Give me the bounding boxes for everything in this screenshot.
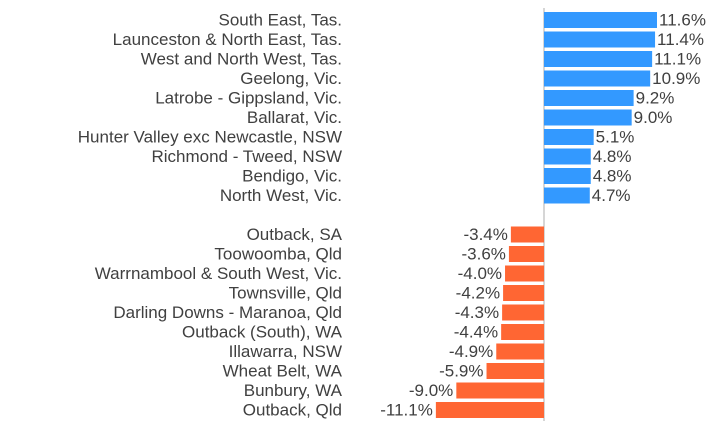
category-label: Illawarra, NSW — [229, 342, 342, 361]
category-label: Wheat Belt, WA — [223, 361, 343, 380]
bar — [502, 304, 544, 321]
category-label: South East, Tas. — [219, 10, 342, 29]
value-label: 11.1% — [654, 49, 701, 68]
bar — [544, 12, 657, 28]
category-label: Geelong, Vic. — [240, 69, 342, 88]
category-label: Ballarat, Vic. — [247, 108, 342, 127]
bar — [544, 109, 632, 126]
value-label: 4.8% — [593, 147, 632, 166]
value-label: 4.8% — [593, 166, 632, 185]
bar — [496, 343, 544, 360]
category-label: Outback, Qld — [243, 400, 342, 419]
value-label: -4.4% — [454, 322, 498, 341]
bar — [544, 187, 590, 204]
value-label: -4.3% — [455, 303, 499, 322]
category-label: Warrnambool & South West, Vic. — [95, 264, 342, 283]
category-label: Bunbury, WA — [244, 381, 343, 400]
value-label: 11.6% — [659, 10, 706, 29]
value-label: 5.1% — [596, 127, 635, 146]
category-label: Outback, SA — [247, 225, 343, 244]
category-label: Townsville, Qld — [229, 283, 342, 302]
value-label: -4.9% — [449, 342, 493, 361]
value-label: 10.9% — [652, 69, 700, 88]
category-label: North West, Vic. — [220, 186, 342, 205]
bar — [456, 382, 544, 399]
value-label: -4.0% — [458, 264, 502, 283]
value-label: 11.4% — [657, 30, 704, 49]
category-label: Launceston & North East, Tas. — [113, 30, 342, 49]
bar — [544, 31, 656, 48]
category-label: Richmond - Tweed, NSW — [151, 147, 342, 166]
value-label: 4.7% — [592, 186, 631, 205]
bar — [505, 265, 544, 282]
bar — [486, 363, 544, 379]
value-label: -3.6% — [462, 244, 506, 263]
category-label: Bendigo, Vic. — [242, 166, 342, 185]
value-label: -9.0% — [409, 381, 453, 400]
category-label: Toowoomba, Qld — [214, 244, 342, 263]
bar — [435, 402, 544, 418]
bar — [501, 324, 544, 340]
category-label: Darling Downs - Maranoa, Qld — [113, 303, 342, 322]
bar — [508, 246, 544, 262]
category-label: West and North West, Tas. — [141, 49, 342, 68]
value-label: -4.2% — [456, 283, 500, 302]
value-label: -5.9% — [439, 361, 483, 380]
bar — [544, 70, 651, 87]
bar — [544, 90, 634, 106]
value-label: 9.2% — [636, 88, 675, 107]
bar — [510, 226, 544, 243]
value-label: -3.4% — [463, 225, 507, 244]
category-label: Latrobe - Gippsland, Vic. — [155, 88, 342, 107]
category-label: Outback (South), WA — [182, 322, 343, 341]
value-label: 9.0% — [634, 108, 673, 127]
category-label: Hunter Valley exc Newcastle, NSW — [78, 127, 342, 146]
bar — [544, 168, 591, 184]
bar — [544, 148, 591, 165]
value-label: -11.1% — [380, 400, 433, 419]
bar — [544, 51, 653, 67]
bar — [503, 285, 544, 301]
bar — [544, 129, 594, 145]
